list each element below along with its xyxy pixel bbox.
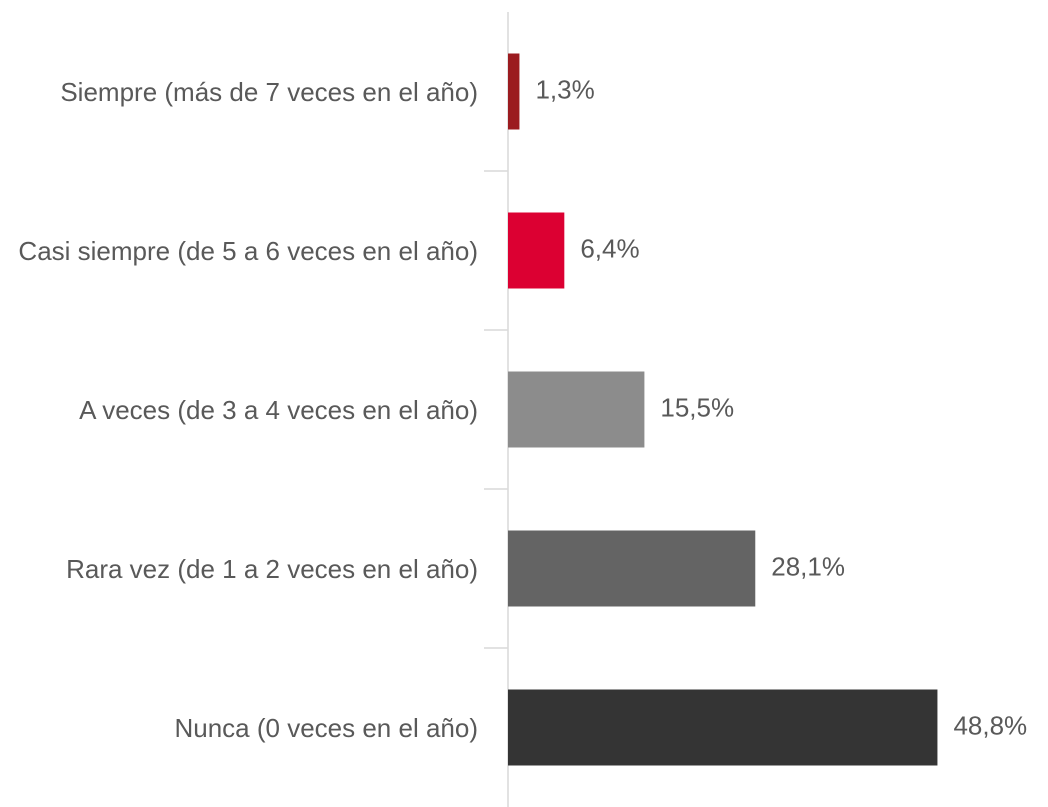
- category-label: Siempre (más de 7 veces en el año): [60, 76, 478, 107]
- bar: [508, 53, 520, 130]
- bar: [508, 371, 645, 448]
- value-label: 6,4%: [580, 233, 639, 263]
- bar: [508, 212, 565, 289]
- category-label: Nunca (0 veces en el año): [174, 712, 478, 743]
- value-label: 1,3%: [535, 74, 594, 104]
- category-label: Casi siempre (de 5 a 6 veces en el año): [18, 235, 478, 266]
- bar: [508, 689, 938, 766]
- category-label: Rara vez (de 1 a 2 veces en el año): [66, 553, 478, 584]
- value-label: 15,5%: [660, 392, 734, 422]
- value-label: 48,8%: [953, 710, 1027, 740]
- value-label: 28,1%: [771, 551, 845, 581]
- bar: [508, 530, 756, 607]
- category-label: A veces (de 3 a 4 veces en el año): [79, 394, 478, 425]
